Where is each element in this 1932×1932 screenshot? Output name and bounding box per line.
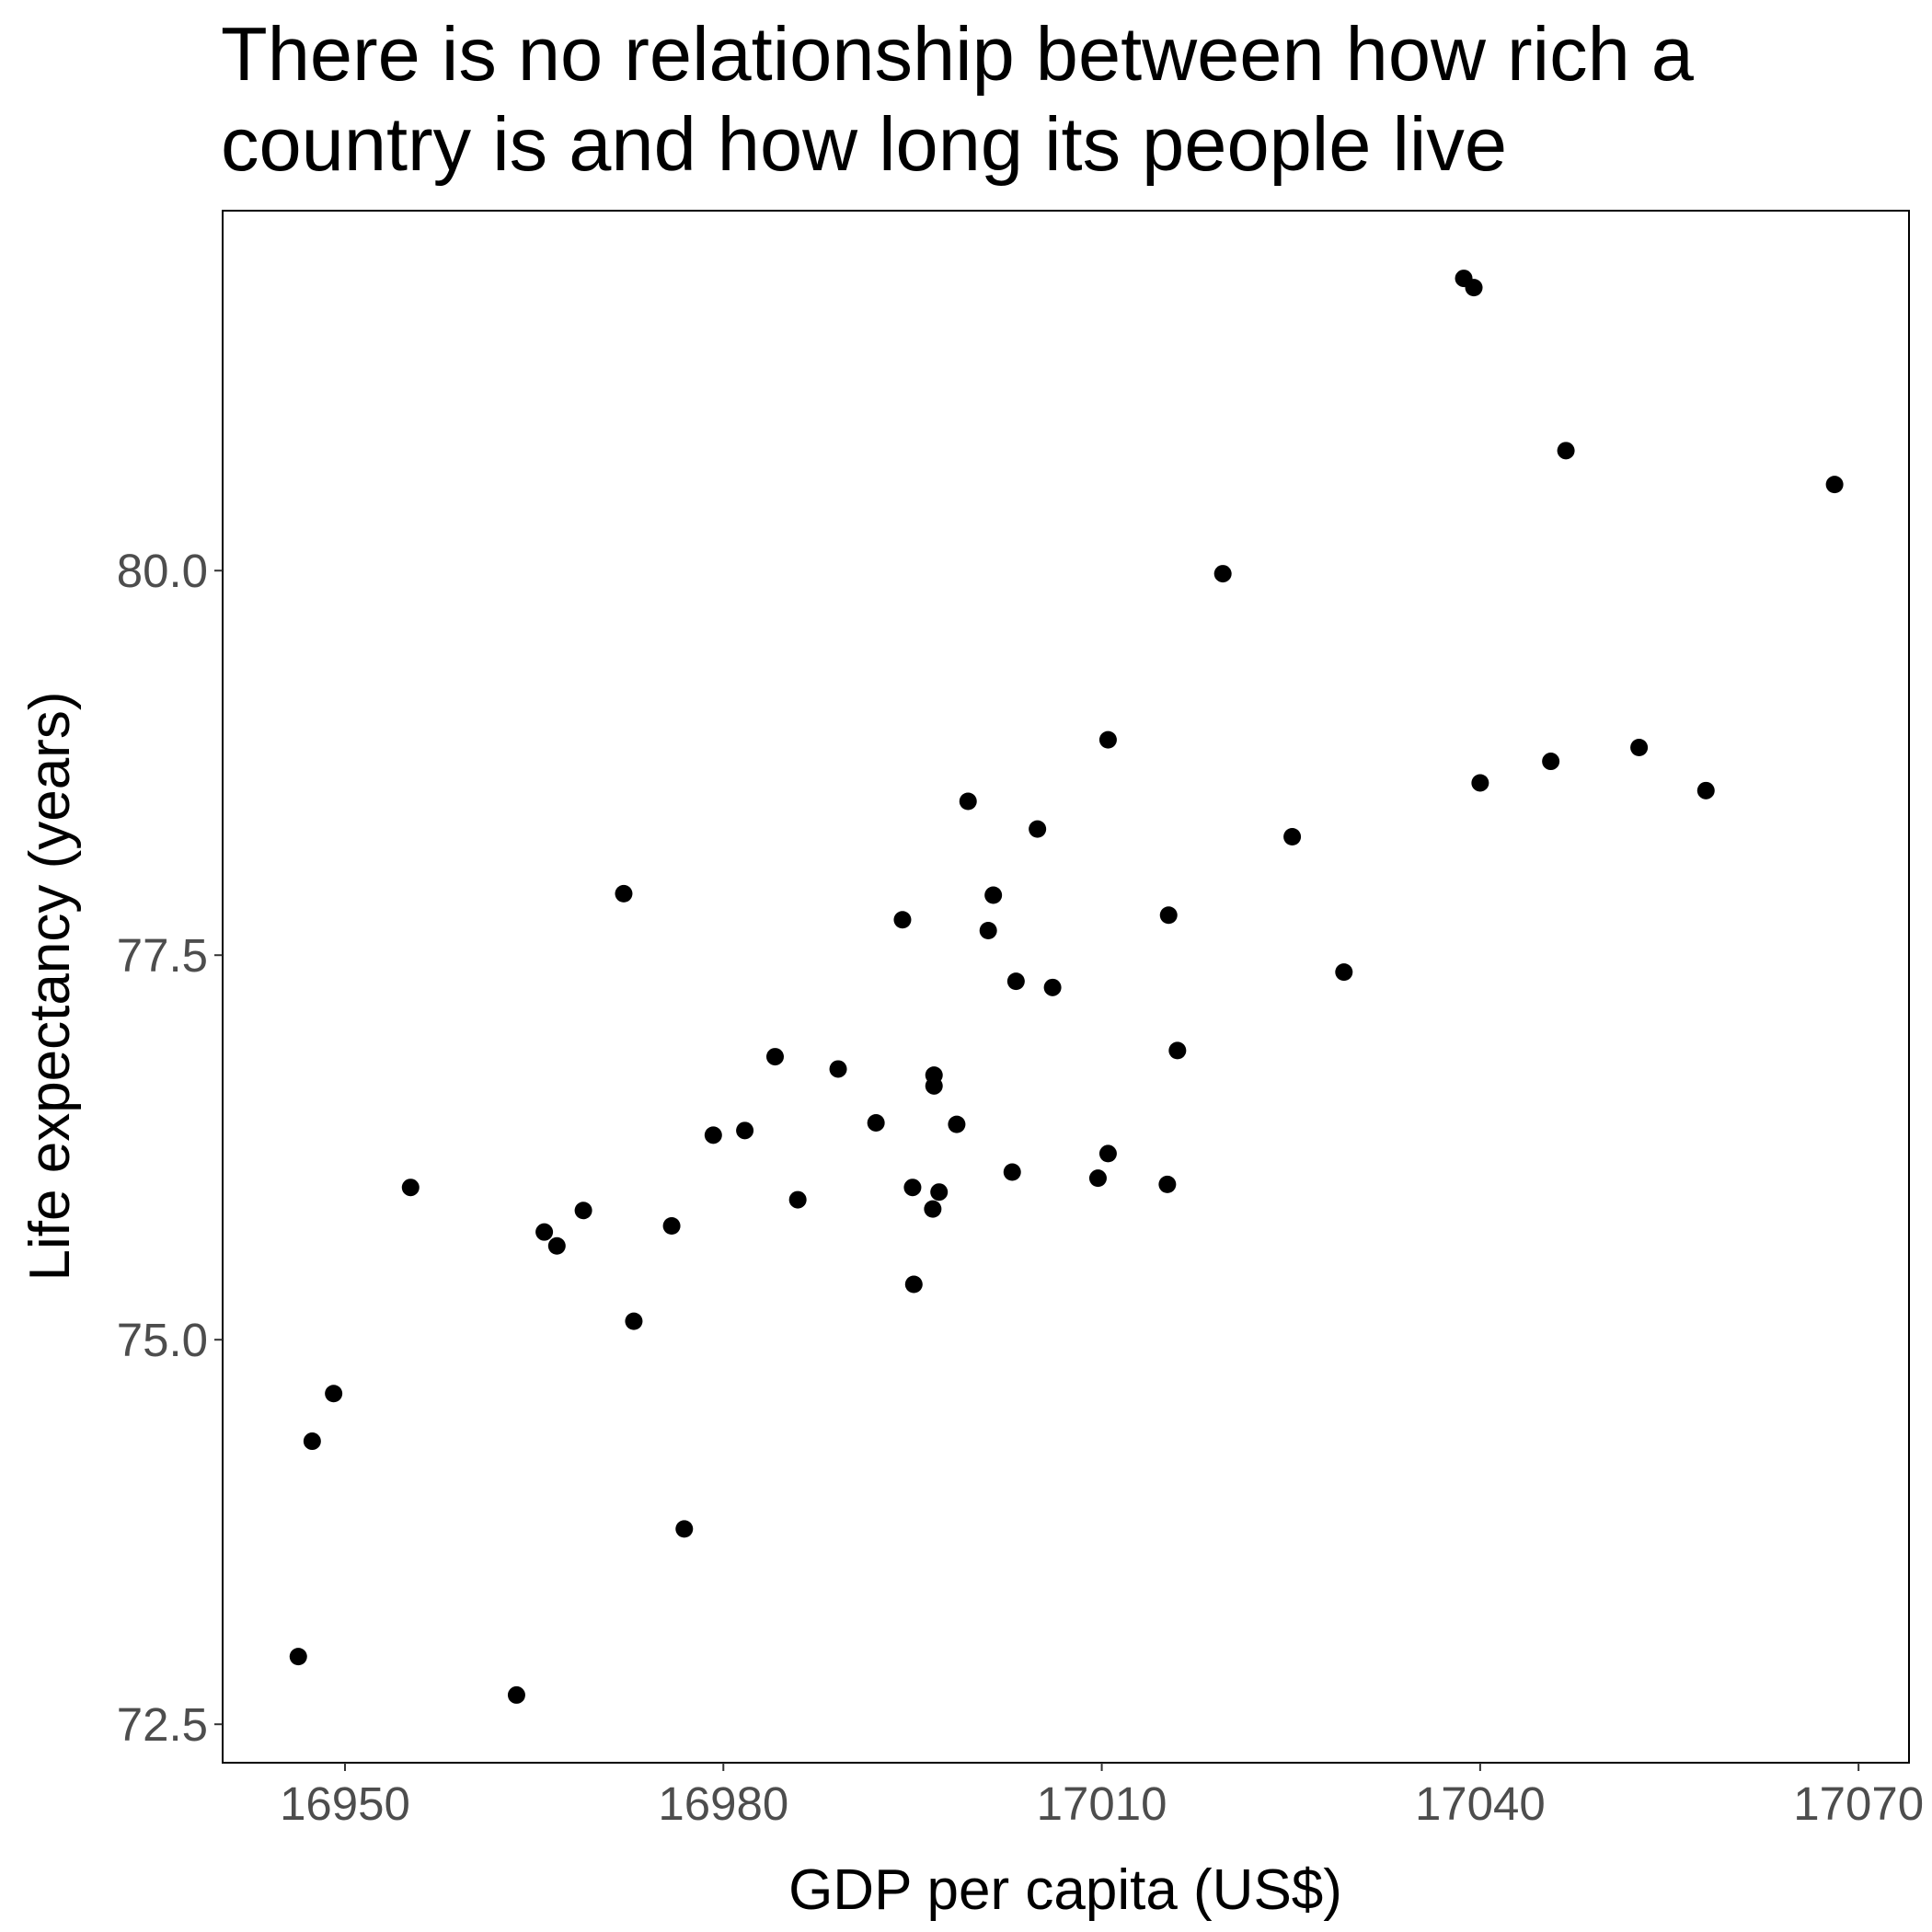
point [615,884,633,903]
point [662,1216,681,1235]
point [704,1126,722,1144]
point [979,921,997,939]
y-tick-label: 80.0 [117,545,208,597]
point [1696,781,1715,799]
point [788,1190,807,1209]
point [925,1076,943,1095]
point [1006,972,1025,991]
x-tick-label: 16950 [280,1777,410,1830]
point [1043,978,1062,996]
point [1088,1169,1107,1188]
x-tick-label: 17040 [1415,1777,1546,1830]
x-axis-title: GDP per capita (US$) [788,1858,1342,1922]
point [1557,442,1575,460]
point [289,1648,307,1666]
point [904,1275,923,1294]
point [984,886,1003,904]
point [959,792,977,811]
point [903,1179,922,1197]
point [1159,906,1178,925]
point [1098,1144,1117,1163]
point [1168,1041,1187,1060]
point [1283,827,1302,845]
point [1630,739,1649,757]
x-tick-label: 17010 [1037,1777,1167,1830]
point [1029,820,1047,838]
point [736,1121,754,1140]
chart-title: There is no relationship between how ric… [221,11,1694,187]
point [401,1179,420,1197]
plot-panel [222,210,1910,1764]
point [1471,774,1489,792]
x-tick-label: 16980 [658,1777,788,1830]
point [867,1113,885,1132]
point [574,1202,592,1220]
point [625,1312,643,1330]
y-tick-label: 77.5 [117,929,208,982]
point [893,911,912,929]
point [1003,1163,1021,1181]
point [675,1520,694,1538]
point [1213,565,1232,583]
y-tick-label: 75.0 [117,1314,208,1366]
point [1825,476,1844,494]
x-tick-label: 17070 [1793,1777,1924,1830]
point [507,1685,525,1704]
point [303,1432,321,1451]
y-axis-title: Life expectancy (years) [18,692,82,1282]
point [930,1183,949,1202]
point [547,1236,566,1255]
point [948,1115,966,1133]
point [1335,963,1353,982]
y-tick-label: 72.5 [117,1698,208,1751]
point [1465,279,1483,297]
point [1542,753,1560,771]
point [535,1223,554,1241]
point [829,1060,847,1078]
point [1098,730,1117,749]
point [325,1385,343,1403]
point [1158,1175,1177,1193]
point [765,1048,784,1066]
point [924,1200,942,1218]
